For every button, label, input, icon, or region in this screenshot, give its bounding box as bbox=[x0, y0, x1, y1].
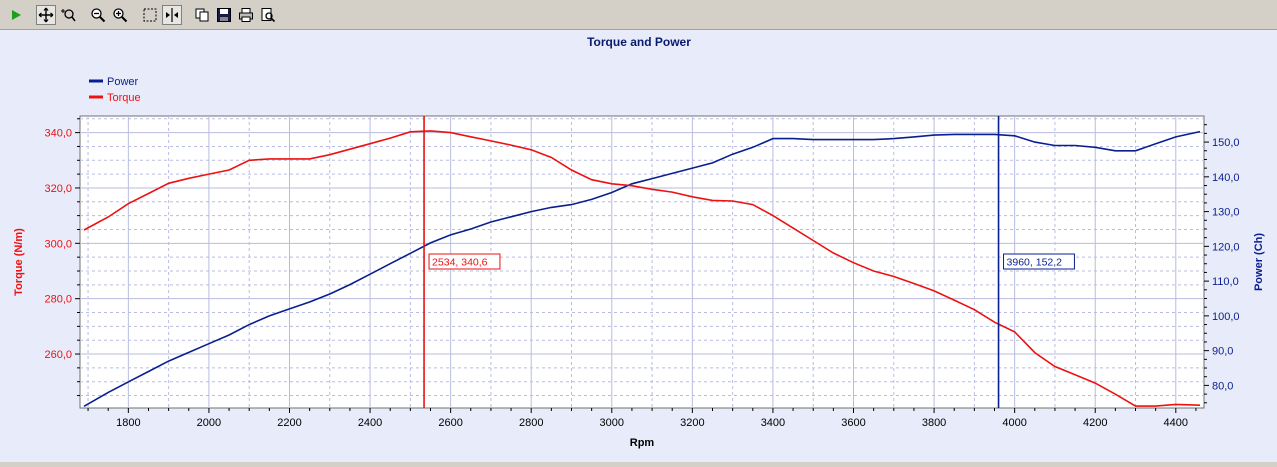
zoom-in-icon bbox=[113, 7, 128, 22]
legend-power-label: Power bbox=[107, 76, 139, 88]
zoom-out-icon bbox=[91, 7, 106, 22]
x-axis-label: Rpm bbox=[630, 437, 655, 449]
cursor-value-box bbox=[428, 253, 501, 270]
print-button[interactable] bbox=[236, 5, 256, 25]
y-left-tick-label: 320,0 bbox=[44, 183, 72, 195]
grid bbox=[80, 116, 1204, 408]
y-right-tick-label: 130,0 bbox=[1212, 207, 1240, 219]
x-tick-label: 3600 bbox=[841, 417, 865, 429]
cursor-value-label: 2534, 340,6 bbox=[432, 257, 488, 269]
run-icon bbox=[12, 9, 21, 20]
y-right-axis-label: Power (Ch) bbox=[1253, 233, 1265, 291]
pan-button[interactable] bbox=[36, 4, 56, 25]
zoom-in-button[interactable] bbox=[110, 5, 130, 25]
y-right-tick-label: 150,0 bbox=[1212, 137, 1240, 149]
y-left-tick-label: 300,0 bbox=[44, 238, 72, 250]
cursor-value-label: 3960, 152,2 bbox=[1007, 257, 1063, 269]
pan-icon bbox=[38, 7, 54, 22]
rectangle-select-icon bbox=[143, 8, 157, 21]
zoom-select-button[interactable] bbox=[58, 5, 78, 25]
cursor-marker-icon bbox=[166, 7, 178, 22]
series-line-power bbox=[83, 130, 1201, 407]
chart-panel: Torque and Power Power Torque 1800 2000 22… bbox=[0, 30, 1277, 462]
save-button[interactable] bbox=[214, 5, 234, 25]
series-layer bbox=[83, 130, 1201, 407]
legend-torque-label: Torque bbox=[107, 92, 141, 104]
x-tick-label: 4200 bbox=[1083, 417, 1107, 429]
x-tick-label: 2800 bbox=[519, 417, 543, 429]
y-right-tick-label: 110,0 bbox=[1212, 276, 1239, 288]
rectangle-select-button[interactable] bbox=[140, 5, 160, 25]
legend: Power Torque bbox=[89, 76, 141, 104]
cursor-marker-button[interactable] bbox=[162, 4, 182, 25]
x-tick-label: 3000 bbox=[600, 417, 624, 429]
run-button[interactable] bbox=[6, 5, 26, 25]
y-right-tick-label: 120,0 bbox=[1212, 241, 1240, 253]
zoom-out-button[interactable] bbox=[88, 5, 108, 25]
x-tick-label: 3200 bbox=[680, 417, 704, 429]
print-preview-icon bbox=[261, 7, 276, 22]
x-tick-label: 1800 bbox=[116, 417, 140, 429]
cursor-layer[interactable]: 2534, 340,6 3960, 152,2 bbox=[423, 116, 1075, 408]
x-tick-label: 2200 bbox=[277, 417, 301, 429]
cursor-value-box bbox=[1003, 253, 1075, 270]
x-tick-label: 3400 bbox=[761, 417, 785, 429]
y-left-tick-label: 280,0 bbox=[44, 294, 72, 306]
y-right-tick-label: 100,0 bbox=[1212, 311, 1240, 323]
y-right-tick-label: 90,0 bbox=[1212, 346, 1233, 358]
y-left-tick-label: 340,0 bbox=[44, 128, 72, 140]
y-left-axis: 260,0 280,0 300,0 320,0 340,0 bbox=[44, 118, 80, 397]
x-tick-label: 2400 bbox=[358, 417, 382, 429]
x-tick-label: 2000 bbox=[197, 417, 221, 429]
y-right-tick-label: 140,0 bbox=[1212, 172, 1240, 184]
print-icon bbox=[239, 7, 253, 22]
x-tick-label: 3800 bbox=[922, 417, 946, 429]
y-left-axis-label: Torque (N/m) bbox=[13, 228, 25, 296]
chart-title: Torque and Power bbox=[587, 35, 691, 49]
y-right-tick-label: 80,0 bbox=[1212, 380, 1233, 392]
x-tick-label: 4400 bbox=[1164, 417, 1188, 429]
y-left-tick-label: 260,0 bbox=[44, 349, 72, 361]
x-tick-label: 2600 bbox=[438, 417, 462, 429]
y-right-axis: 80,0 90,0 100,0 110,0 120,0 130,0 140,0 150,0 bbox=[1204, 124, 1240, 404]
series-line-torque bbox=[83, 130, 1201, 407]
chart-toolbar bbox=[0, 0, 1277, 30]
save-icon bbox=[217, 7, 231, 22]
copy-button[interactable] bbox=[192, 5, 212, 25]
x-axis: 1800 2000 2200 2400 2600 2800 3000 3200 3400 3600… bbox=[87, 408, 1197, 429]
zoom-select-icon bbox=[61, 8, 76, 21]
torque-power-chart[interactable]: Torque and Power Power Torque 1800 2000 22… bbox=[0, 30, 1277, 462]
copy-icon bbox=[195, 8, 209, 21]
x-tick-label: 4000 bbox=[1002, 417, 1026, 429]
print-preview-button[interactable] bbox=[258, 5, 278, 25]
